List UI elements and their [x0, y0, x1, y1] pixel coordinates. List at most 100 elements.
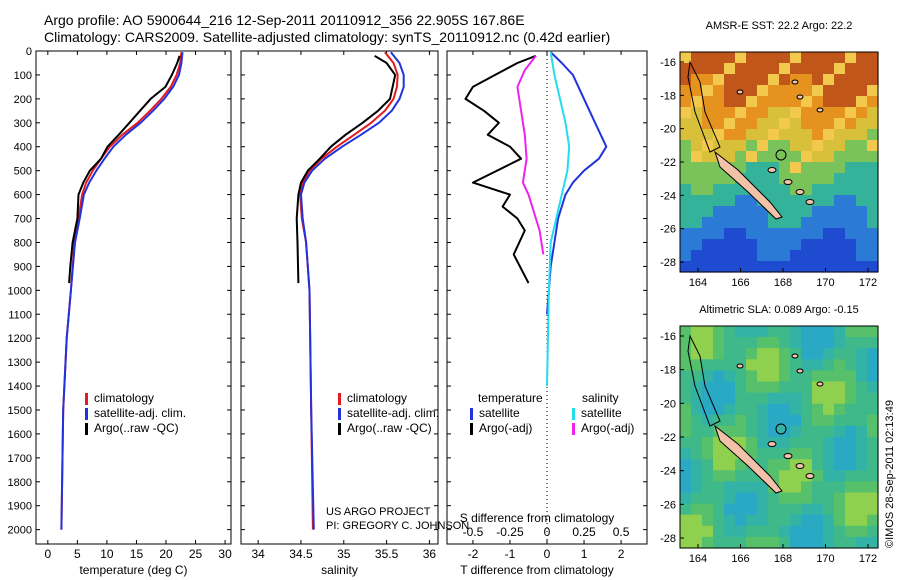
map-cell: [834, 195, 846, 207]
map-y-tick-label: -20: [660, 124, 676, 136]
x-tick-label: 35.5: [375, 547, 399, 561]
map-cell: [768, 140, 780, 152]
map-cell: [867, 217, 879, 229]
map-cell: [856, 492, 868, 505]
legend-item-satellite: satellite-adj. clim.: [85, 406, 186, 421]
x-axis-label: temperature (deg C): [79, 563, 187, 577]
map-cell: [746, 514, 758, 527]
series-line: [516, 55, 545, 255]
legend-swatch: [572, 422, 575, 435]
map-cell: [713, 525, 725, 538]
map-cell: [757, 425, 769, 438]
map-cell: [779, 140, 791, 152]
map-cell: [856, 370, 868, 383]
map-cell: [867, 118, 879, 130]
map-cell: [757, 85, 769, 97]
map-cell: [757, 503, 769, 516]
map-cell: [680, 481, 692, 494]
legend-label: Argo(-adj): [581, 421, 635, 435]
map-cell: [746, 250, 758, 262]
map-cell: [867, 184, 879, 196]
y-tick-label: 1500: [8, 405, 32, 417]
map-cell: [867, 525, 879, 538]
argo-location-marker: [775, 149, 787, 161]
map-cell: [790, 425, 802, 438]
map-cell: [867, 425, 879, 438]
map-cell: [812, 459, 824, 471]
series-line: [68, 55, 181, 284]
map-cell: [812, 184, 824, 196]
legend-item-climatology: climatology: [338, 391, 439, 406]
y-tick-label: 1700: [8, 453, 32, 465]
map-cell: [746, 129, 758, 141]
map-cell: [680, 250, 692, 262]
map-cell: [856, 536, 868, 549]
map-cell: [801, 129, 813, 141]
map-cell: [746, 359, 758, 371]
series-line: [546, 51, 608, 315]
map-cell: [823, 536, 835, 549]
island-small: [796, 94, 804, 100]
map-cell: [812, 514, 824, 527]
map-cell: [724, 503, 736, 516]
map-cell: [768, 326, 780, 338]
map-cell: [713, 414, 725, 427]
map-cell: [779, 326, 791, 338]
map-cell: [724, 195, 736, 207]
map-cell: [724, 239, 736, 251]
map-cell: [779, 250, 791, 262]
x-tick-label: 1: [581, 547, 588, 561]
legend-swatch: [338, 392, 341, 405]
map-cell: [735, 392, 747, 405]
map-cell: [757, 151, 769, 163]
map-cell: [768, 217, 780, 229]
map-cell: [757, 525, 769, 538]
map-cell: [680, 239, 692, 251]
legend-item-argo: Argo(-adj): [470, 421, 543, 436]
x-top-tick-label: 0.25: [572, 525, 596, 539]
map-cell: [834, 184, 846, 196]
map-cell: [856, 195, 868, 207]
map-cell: [812, 481, 824, 494]
map-cell: [790, 437, 802, 449]
map-x-tick-label: 168: [774, 553, 792, 565]
map-cell: [845, 63, 857, 75]
map-cell: [779, 74, 791, 86]
map-cell: [834, 414, 846, 427]
island-small: [791, 79, 799, 85]
map-cell: [779, 503, 791, 516]
map-cell: [856, 228, 868, 240]
map-cell: [746, 151, 758, 163]
map-cell: [746, 414, 758, 427]
map-cell: [680, 437, 692, 449]
map-cell: [680, 140, 692, 152]
map-cell: [867, 206, 879, 218]
map-cell: [713, 348, 725, 360]
map-cell: [735, 261, 747, 273]
map-x-tick-label: 172: [859, 277, 877, 289]
map-cell: [735, 228, 747, 240]
map-cell: [823, 337, 835, 349]
map-cell: [801, 492, 813, 505]
map-cell: [801, 514, 813, 527]
map-cell: [713, 85, 725, 97]
x-tick-label: 25: [189, 547, 203, 561]
map-cell: [834, 140, 846, 152]
map-cell: [790, 140, 802, 152]
map-cell: [845, 151, 857, 163]
map-cell: [680, 217, 692, 229]
map-cell: [856, 250, 868, 262]
map-cell: [834, 250, 846, 262]
map-cell: [801, 250, 813, 262]
island-small: [783, 179, 793, 185]
map-cell: [834, 514, 846, 527]
map-y-tick-label: -18: [660, 365, 676, 377]
map-cell: [856, 184, 868, 196]
x-top-tick-label: -0.5: [463, 525, 484, 539]
legend-swatch: [572, 407, 575, 420]
y-tick-label: 1800: [8, 477, 32, 489]
map-cell: [845, 261, 857, 273]
map-cell: [724, 448, 736, 460]
map-cell: [801, 403, 813, 416]
map-cell: [713, 206, 725, 218]
